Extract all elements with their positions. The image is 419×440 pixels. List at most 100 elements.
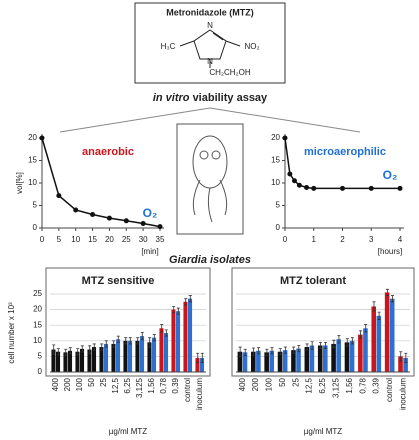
x-tick-label: 0,78	[358, 377, 367, 393]
bar	[75, 351, 80, 372]
y-tick-label: 15	[28, 156, 37, 165]
error-bar	[283, 346, 287, 354]
axes	[41, 134, 164, 229]
y-tick-label: 20	[33, 305, 42, 314]
x-tick-label: 50	[87, 377, 96, 386]
isolates-title: Giardia isolates	[169, 254, 251, 266]
error-bar	[265, 348, 269, 356]
bar	[51, 349, 56, 372]
y-tick-label: 0	[33, 223, 38, 232]
molecule-label: N	[207, 57, 213, 66]
error-bar	[364, 324, 368, 333]
bar	[123, 340, 128, 372]
error-bar	[359, 330, 363, 339]
error-bar	[104, 340, 108, 348]
error-bar	[399, 351, 403, 362]
annotation: O₂	[383, 168, 398, 182]
data-point	[282, 135, 288, 141]
x-tick-label: inoculum	[398, 378, 407, 410]
error-bar	[124, 337, 128, 345]
x-tick-label: 6,25	[318, 377, 327, 393]
data-point	[90, 212, 96, 217]
x-tick-label: 15	[88, 235, 97, 244]
data-point	[311, 185, 317, 191]
error-bar	[92, 343, 96, 351]
bar	[384, 292, 390, 372]
bar	[363, 328, 368, 372]
molecule-title: Metronidazole (MTZ)	[166, 7, 254, 17]
error-bar	[140, 331, 144, 341]
error-bar	[292, 346, 296, 354]
x-tick-label: 0	[40, 235, 45, 244]
error-bar	[337, 335, 341, 344]
x-tick-label: 100	[75, 377, 84, 391]
x-tick-label: 5	[57, 235, 62, 244]
x-tick-label: 3,125	[331, 377, 340, 398]
error-bar	[350, 337, 354, 345]
bar	[344, 342, 350, 372]
bar	[147, 342, 152, 372]
bar	[264, 352, 269, 372]
annotation: microaerophilic	[304, 146, 386, 158]
y-tick-label: 15	[33, 320, 42, 329]
y-tick-label: 25	[33, 289, 42, 298]
x-tick-label: inoculum	[195, 378, 204, 410]
error-bar	[136, 337, 140, 345]
bar	[104, 343, 109, 372]
x-tick-label: 25	[99, 377, 108, 386]
error-bar	[116, 335, 120, 343]
data-point	[140, 221, 146, 226]
error-bar	[100, 343, 104, 351]
y-tick-label: 10	[271, 178, 280, 187]
bar	[242, 352, 248, 372]
x-tick-label: 400	[238, 377, 247, 391]
x-tick-label: 12,5	[305, 377, 314, 393]
x-axis-label: [hours]	[378, 247, 402, 256]
giardia-nucleus	[199, 150, 209, 160]
y-tick-label: 10	[28, 178, 37, 187]
x-tick-label: 30	[139, 235, 148, 244]
bar	[309, 345, 315, 372]
x-tick-label: control	[183, 378, 192, 402]
bar	[358, 334, 363, 372]
bar	[371, 306, 377, 372]
error-bar	[345, 338, 349, 347]
bar	[296, 348, 301, 372]
error-bar	[64, 348, 68, 356]
bar	[99, 347, 104, 372]
bar	[304, 347, 310, 372]
data-point	[368, 185, 374, 191]
x-tick-label: 3	[369, 235, 374, 244]
x-tick-label: 3,125	[135, 377, 144, 398]
bar	[159, 328, 164, 372]
data-point	[397, 185, 403, 191]
error-bar	[318, 341, 322, 349]
molecule-box	[134, 2, 286, 84]
x-tick-label: 6,25	[123, 377, 132, 393]
error-bar	[324, 341, 328, 349]
bar	[349, 340, 355, 372]
bar	[389, 298, 395, 372]
error-bar	[390, 295, 394, 303]
connector	[59, 107, 211, 133]
connector	[209, 107, 361, 133]
axes	[284, 134, 404, 229]
bar	[376, 315, 382, 372]
error-bar	[310, 341, 314, 350]
bar	[63, 352, 68, 372]
bar	[176, 311, 181, 372]
error-bar	[112, 340, 116, 348]
error-bar	[243, 348, 247, 356]
x-tick-label: 0,78	[159, 377, 168, 393]
error-bar	[172, 306, 176, 314]
y-tick-label: 20	[28, 133, 37, 142]
bar	[92, 347, 97, 372]
bar	[68, 350, 73, 372]
bar	[237, 351, 243, 372]
assay-italic: in vitro	[153, 92, 190, 104]
bar	[200, 357, 205, 372]
bar	[164, 333, 169, 372]
error-bar	[385, 288, 389, 296]
bar	[250, 351, 256, 372]
chart-title: MTZ tolerant	[280, 275, 346, 287]
